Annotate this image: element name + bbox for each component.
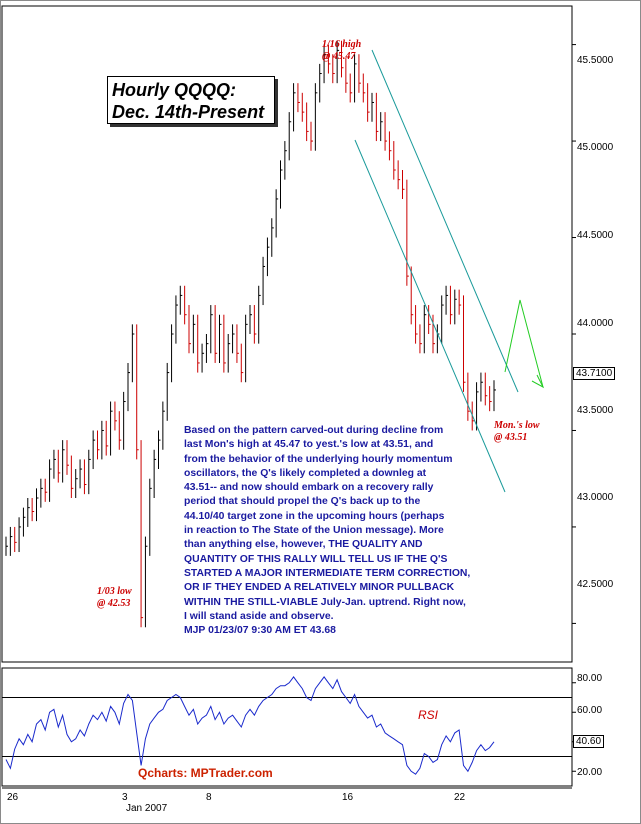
rsi-line bbox=[5, 676, 495, 775]
y-tick-label: 44.0000 bbox=[577, 318, 614, 329]
chart-credit: Qcharts: MPTrader.com bbox=[138, 766, 273, 780]
mon-low-annotation-line-1: Mon.'s low bbox=[494, 420, 540, 431]
x-tick-label: 26 bbox=[7, 792, 19, 803]
commentary-line: OR IF THEY ENDED A RELATIVELY MINOR PULL… bbox=[184, 582, 455, 594]
rsi-levels bbox=[2, 682, 576, 772]
trend-channel bbox=[354, 49, 519, 493]
commentary-line: QUANTITY OF THIS RALLY WILL TELL US IF T… bbox=[184, 553, 448, 565]
channel-upper-line bbox=[371, 49, 519, 393]
y-tick-label: 43.0000 bbox=[577, 492, 614, 503]
price-bars bbox=[5, 40, 496, 628]
commentary-line: oscillators, the Q's likely completed a … bbox=[184, 467, 427, 479]
x-tick-label: 3 bbox=[122, 792, 128, 803]
commentary-line: 43.51-- and now should embark on a recov… bbox=[184, 482, 434, 494]
high-annotation: 1/16 high @ 45.47 bbox=[322, 39, 361, 63]
y-tick-label: 42.5000 bbox=[577, 579, 614, 590]
commentary-line: 44.10/40 target zone in the upcoming hou… bbox=[184, 510, 445, 522]
y-tick-label: 44.5000 bbox=[577, 230, 614, 241]
commentary-line: Based on the pattern carved-out during d… bbox=[184, 425, 444, 436]
chart-title-line-2: Dec. 14th-Present bbox=[112, 102, 265, 122]
projection-path bbox=[504, 299, 544, 388]
commentary-text: Based on the pattern carved-out during d… bbox=[184, 424, 504, 638]
y-tick-label: 45.5000 bbox=[577, 55, 614, 66]
rsi-last-box: 40.60 bbox=[573, 735, 605, 748]
x-tick-label: 22 bbox=[454, 792, 466, 803]
y-tick-label: 43.5000 bbox=[577, 405, 614, 416]
high-annotation-line-1: 1/16 high bbox=[322, 39, 362, 50]
low-annotation: 1/03 low @ 42.53 bbox=[97, 586, 132, 610]
commentary-line: MJP 01/23/07 9:30 AM ET 43.68 bbox=[184, 625, 336, 637]
last-price-box: 43.7100 bbox=[573, 367, 616, 380]
projection-arrowhead bbox=[531, 374, 545, 389]
y-axis-ticks bbox=[572, 44, 576, 624]
low-annotation-line-1: 1/03 low bbox=[97, 586, 132, 597]
x-tick-label: Jan 2007 bbox=[126, 803, 168, 814]
commentary-line: in reaction to The State of the Union me… bbox=[184, 525, 444, 537]
x-tick-label: 16 bbox=[342, 792, 354, 803]
rsi-tick-label: 60.00 bbox=[577, 705, 603, 716]
x-tick-label: 8 bbox=[206, 792, 212, 803]
projection-arrows bbox=[504, 299, 545, 389]
rsi-tick-label: 80.00 bbox=[577, 673, 603, 684]
chart-title: Hourly QQQQ: Dec. 14th-Present bbox=[107, 76, 275, 124]
commentary-line: last Mon's high at 45.47 to yest.'s low … bbox=[184, 439, 434, 451]
y-tick-label: 45.0000 bbox=[577, 142, 614, 153]
commentary-line: from the behavior of the underlying hour… bbox=[184, 453, 453, 465]
commentary-line: WITHIN THE STILL-VIABLE July-Jan. uptren… bbox=[184, 596, 466, 608]
commentary-line: than anything else, however, THE QUALITY… bbox=[184, 539, 423, 551]
rsi-label: RSI bbox=[418, 708, 439, 722]
high-annotation-line-2: @ 45.47 bbox=[322, 51, 356, 62]
commentary-line: period that should propel the Q's back u… bbox=[184, 496, 421, 508]
rsi-tick-label: 20.00 bbox=[577, 767, 603, 778]
commentary-line: STARTED A MAJOR INTERMEDIATE TERM CORREC… bbox=[184, 567, 471, 579]
mon-low-annotation: Mon.'s low @ 43.51 bbox=[494, 420, 540, 444]
chart-title-line-1: Hourly QQQQ: bbox=[112, 80, 237, 100]
mon-low-annotation-line-2: @ 43.51 bbox=[494, 432, 528, 443]
commentary-line: I will stand aside and observe. bbox=[184, 610, 334, 622]
rsi-panel-border bbox=[1, 667, 573, 787]
low-annotation-line-2: @ 42.53 bbox=[97, 598, 131, 609]
channel-lower-line bbox=[354, 139, 506, 493]
